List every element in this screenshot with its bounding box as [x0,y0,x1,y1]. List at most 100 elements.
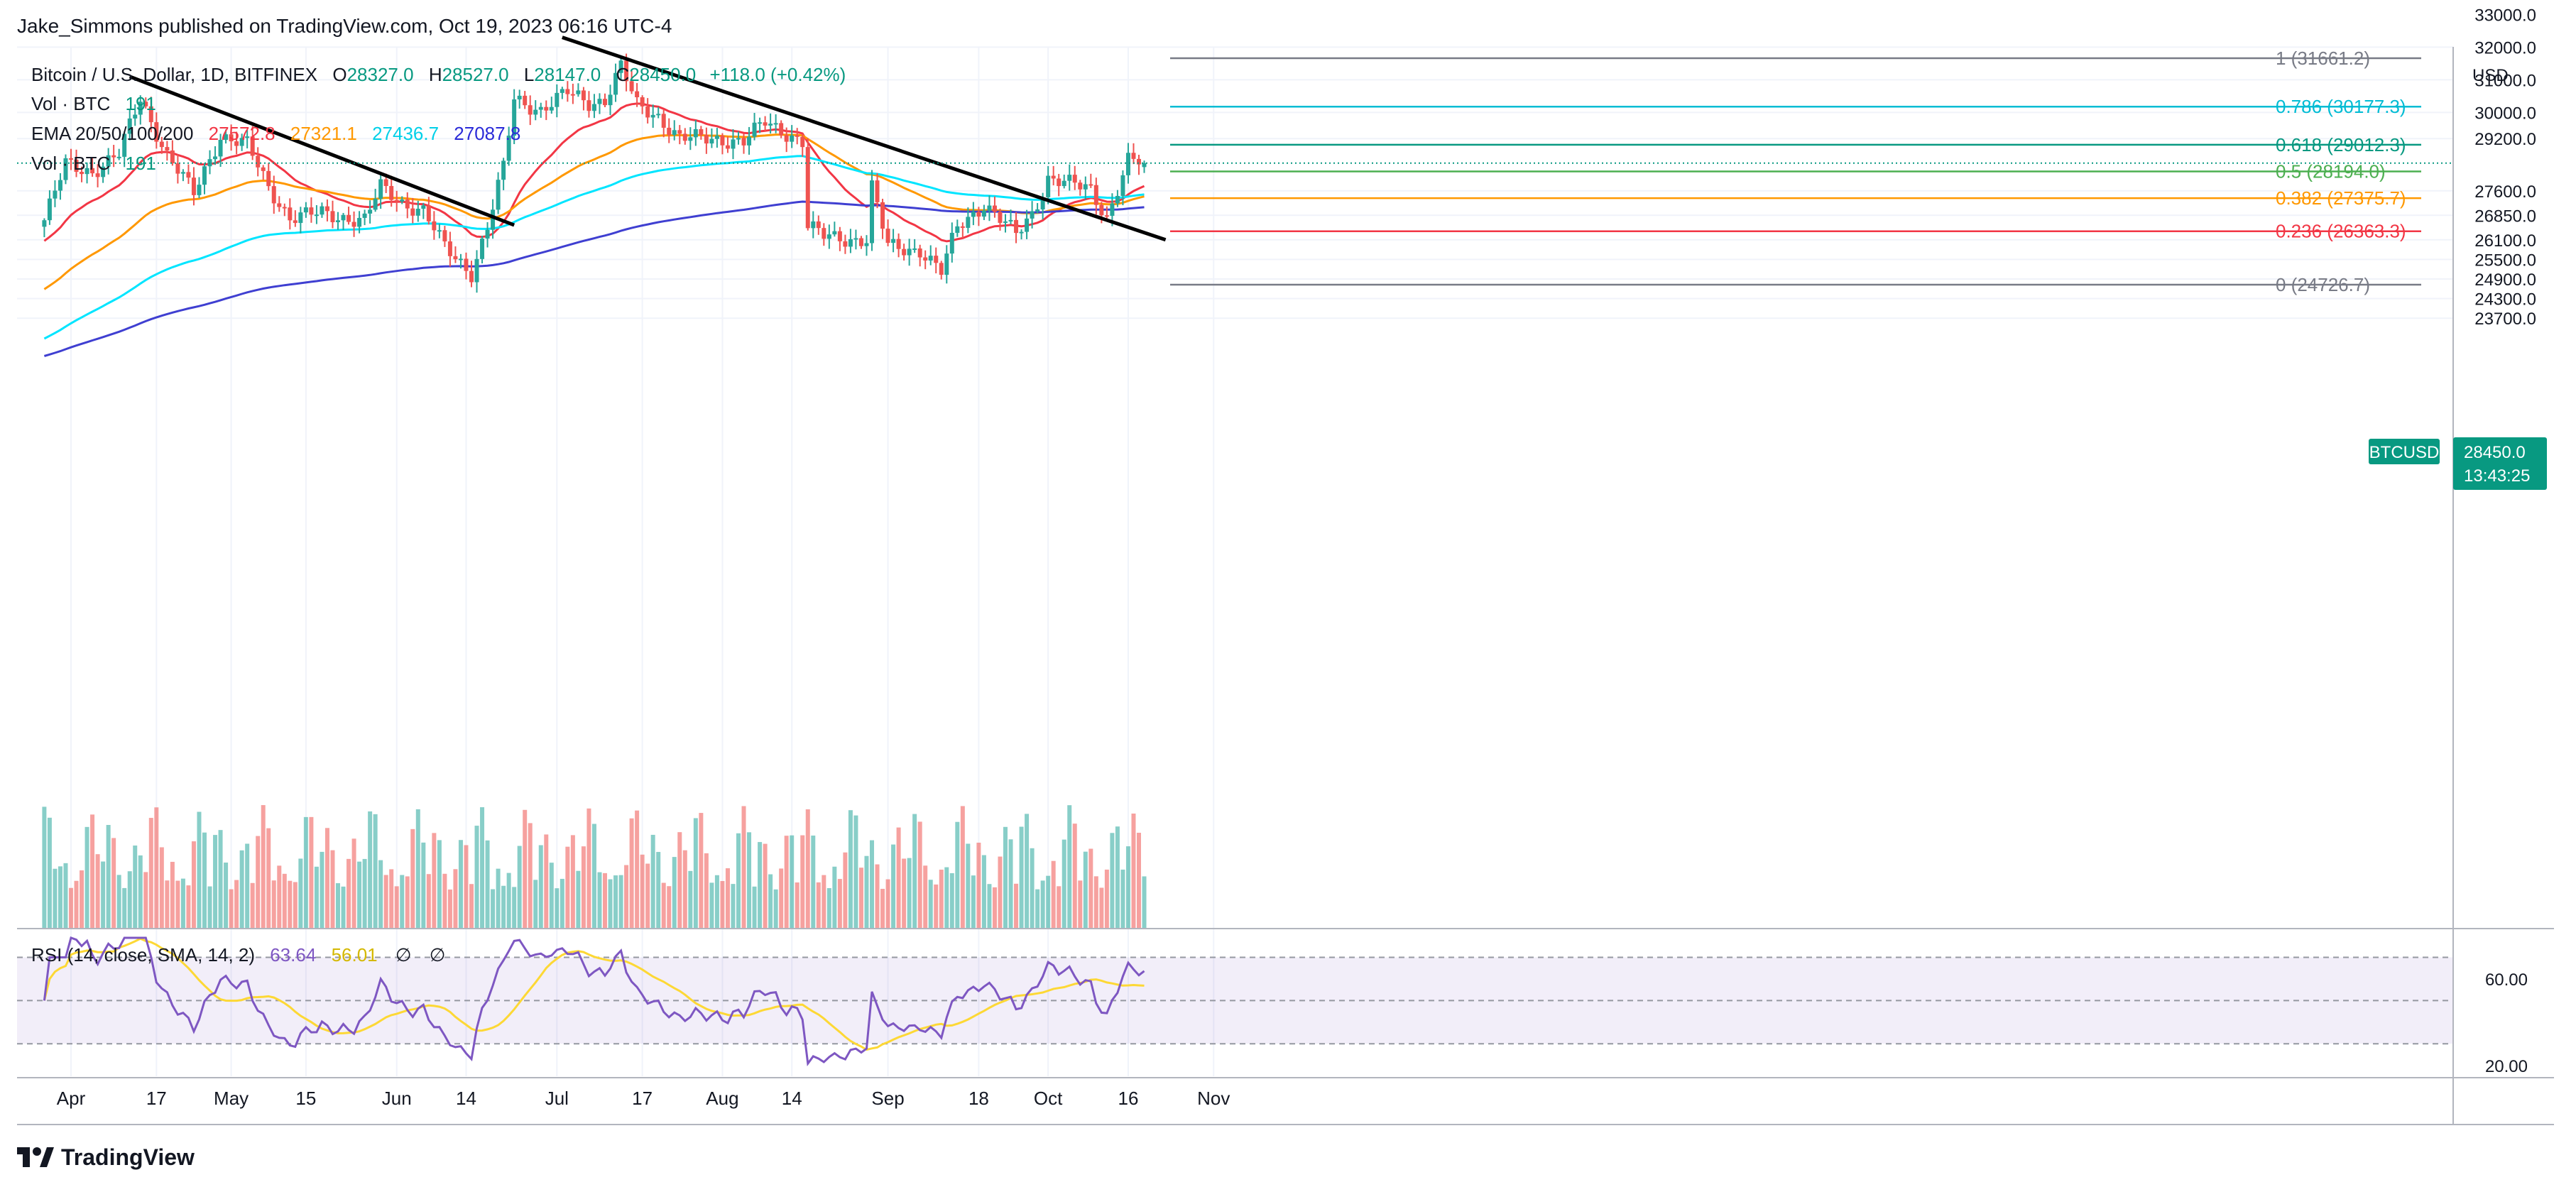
candle-body [122,133,127,157]
rsi-sma-line [43,937,1145,1051]
volume-bar [650,834,655,929]
candle-body [80,172,84,175]
volume-bar [266,828,271,929]
legend-o-label: O [332,64,346,85]
legend-symbol-row[interactable]: Bitcoin / U.S. Dollar, 1D, BITFINEX O283… [31,64,846,85]
volume-bar [773,889,778,929]
time-axis-label: Sep [871,1088,904,1109]
volume-bar [902,858,907,929]
tradingview-logo-icon[interactable] [17,1147,54,1167]
candle-body [917,248,922,258]
volume-bar [987,884,992,929]
candle-body [1046,175,1051,197]
candle-body [704,135,709,144]
volume-bar [138,855,143,929]
candle-body [239,138,244,146]
currency-label[interactable]: USD [2472,66,2509,85]
volume-bar [432,833,437,929]
legend-ema-label: EMA 20/50/100/200 [31,123,193,144]
volume-bar [907,858,912,929]
candle-body [763,122,768,126]
candle-body [939,263,944,275]
volume-bar [1067,805,1072,929]
volume-bar [309,816,314,929]
price-badge-price: 28450.0 [2464,443,2526,462]
volume-bar [426,874,431,929]
candles[interactable] [42,53,1147,293]
svg-text:Bitcoin / U.S. Dollar, 1D, BIT: Bitcoin / U.S. Dollar, 1D, BITFINEX O283… [31,64,846,85]
fib-retracement[interactable]: 1 (31661.2) 0.786 (30177.3) 0.618 (29012.3… [1170,48,2421,295]
price-axis-label: 24300.0 [2474,290,2536,310]
legend-vol-row[interactable]: Vol · BTC 191 [31,93,156,114]
candle-body [389,186,394,200]
candle-body [186,172,191,178]
volume-bar [805,809,810,929]
candle-body [138,102,143,115]
price-axis[interactable]: 32000.0 31000.0 30000.0 29200.0 27600.0 26850… [2474,6,2536,329]
legend-c-value: 28450.0 [629,64,696,85]
candle-body [656,114,661,116]
candle-body [699,128,704,136]
volume-bar [704,853,709,929]
volume-bar [277,865,282,929]
candle-body [709,138,714,144]
candle-body [90,168,95,174]
fib-label: 0.786 (30177.3) [2276,96,2406,117]
legend-rsi-row[interactable]: RSI (14, close, SMA, 14, 2) 63.64 56.01 … [31,944,445,966]
trendlines[interactable] [129,35,1167,242]
candle-body [555,92,560,107]
candle-body [896,239,901,249]
volume-bar [624,865,629,929]
volume-bar [763,843,768,929]
volume-bars [42,805,1147,929]
legend-vol2-row[interactable]: Vol · BTC 191 [31,153,156,174]
legend-symbol: Bitcoin / U.S. Dollar, 1D, BITFINEX [31,64,317,85]
candle-body [362,213,367,218]
ema200-line [43,200,1145,357]
candle-body [480,239,485,259]
volume-bar [293,882,298,929]
volume-bar [661,882,666,929]
legend-ema20-value: 27572.8 [209,123,275,144]
volume-bar [415,809,420,929]
candle-body [469,270,474,283]
time-axis-label: 15 [295,1088,316,1109]
volume-bar [288,880,293,929]
volume-bar [1014,883,1019,929]
candle-body [672,130,677,136]
volume-bar [175,880,180,929]
volume-bar [501,885,506,929]
time-axis-label: 17 [146,1088,167,1109]
candle-body [277,203,282,207]
candle-body [159,141,164,148]
candle-body [154,122,159,142]
volume-bar [229,889,234,929]
candle-body [981,210,986,217]
tradingview-wordmark[interactable]: TradingView [61,1144,195,1170]
volume-bar [880,889,885,929]
volume-bar [341,886,346,929]
candle-body [923,257,928,261]
time-axis[interactable]: Apr 17 May 15 Jun 14 Jul 17 Aug 14 Sep 18 Oct 16 Nov [57,1088,1230,1109]
candle-body [127,118,132,134]
ema50-line [43,133,1145,290]
candle-body [491,209,496,230]
volume-bar [603,873,607,929]
candle-body [613,72,618,95]
price-axis-label: 30000.0 [2474,104,2536,123]
volume-bar [453,869,458,929]
price-badge: BTCUSD 28450.0 13:43:25 [2369,437,2547,490]
candle-body [987,205,992,211]
fib-label: 1 (31661.2) [2276,48,2370,69]
candle-body [106,155,111,167]
volume-bar [133,846,138,929]
candle-body [528,105,533,115]
candle-body [464,258,469,271]
candle-body [426,205,431,221]
legend-ema-row[interactable]: EMA 20/50/100/200 27572.8 27321.1 27436.… [31,123,520,144]
candle-body [293,220,298,224]
candle-body [314,214,319,217]
volume-bar [437,840,442,929]
volume-bar [629,818,634,929]
